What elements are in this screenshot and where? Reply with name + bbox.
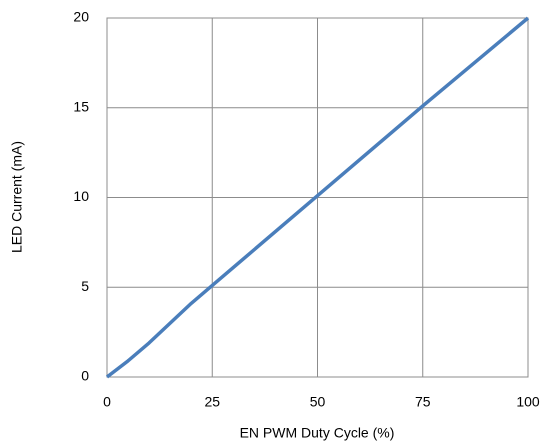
- x-tick-label: 25: [204, 394, 220, 410]
- y-tick-label: 5: [81, 278, 89, 294]
- y-tick-label: 10: [73, 188, 89, 204]
- x-axis-label: EN PWM Duty Cycle (%): [240, 425, 395, 441]
- y-axis-label: LED Current (mA): [9, 141, 25, 253]
- data-line: [105, 16, 530, 379]
- x-tick-label: 50: [310, 394, 326, 410]
- y-tick-label: 20: [73, 9, 89, 25]
- y-tick-label: 0: [81, 368, 89, 384]
- plot-border: [106, 17, 529, 378]
- x-tick-label: 75: [415, 394, 431, 410]
- x-tick-label: 100: [516, 394, 540, 410]
- y-tick-label: 15: [73, 98, 89, 114]
- x-tick-label: 0: [103, 394, 111, 410]
